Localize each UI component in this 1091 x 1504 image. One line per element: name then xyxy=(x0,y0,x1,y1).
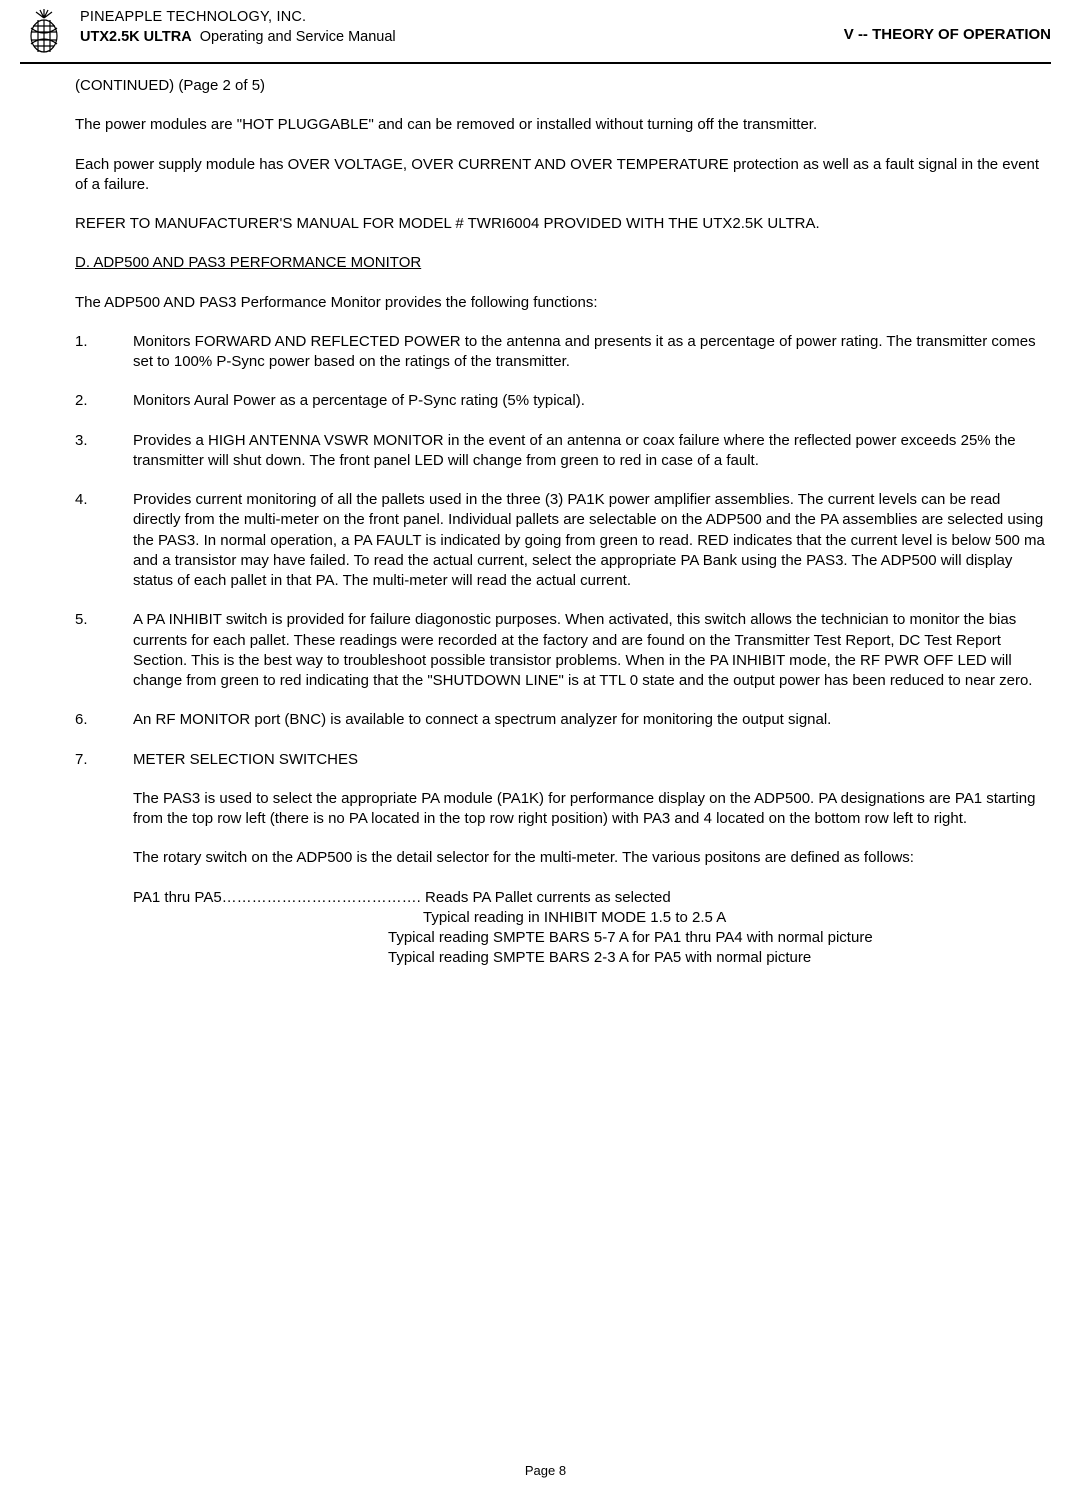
list-number: 3. xyxy=(75,431,133,472)
item7-reading-sub1: Typical reading in INHIBIT MODE 1.5 to 2… xyxy=(133,908,1046,928)
list-number: 5. xyxy=(75,610,133,691)
paragraph-refer-manual: REFER TO MANUFACTURER'S MANUAL FOR MODEL… xyxy=(75,214,1046,234)
list-number: 2. xyxy=(75,391,133,411)
pineapple-logo-icon xyxy=(20,8,68,56)
company-logo-icon xyxy=(20,8,68,56)
page-header: PINEAPPLE TECHNOLOGY, INC. UTX2.5K ULTRA… xyxy=(20,8,1051,60)
paragraph-hot-pluggable: The power modules are "HOT PLUGGABLE" an… xyxy=(75,115,1046,135)
list-item: 6. An RF MONITOR port (BNC) is available… xyxy=(75,710,1046,730)
list-item: 2. Monitors Aural Power as a percentage … xyxy=(75,391,1046,411)
page-footer: Page 8 xyxy=(0,1462,1091,1480)
item7-p2: The rotary switch on the ADP500 is the d… xyxy=(133,848,1046,868)
item7-reading-sub3: Typical reading SMPTE BARS 2-3 A for PA5… xyxy=(133,948,1046,968)
continued-label: (CONTINUED) (Page 2 of 5) xyxy=(75,76,1046,96)
list-number: 6. xyxy=(75,710,133,730)
list-item: 5. A PA INHIBIT switch is provided for f… xyxy=(75,610,1046,691)
item7-title: METER SELECTION SWITCHES xyxy=(133,750,1046,770)
list-item: 3. Provides a HIGH ANTENNA VSWR MONITOR … xyxy=(75,431,1046,472)
manual-line: UTX2.5K ULTRA Operating and Service Manu… xyxy=(80,28,396,48)
list-text: Provides current monitoring of all the p… xyxy=(133,490,1046,591)
list-item: 4. Provides current monitoring of all th… xyxy=(75,490,1046,591)
header-rule xyxy=(20,62,1051,64)
list-number: 1. xyxy=(75,332,133,373)
manual-title: Operating and Service Manual xyxy=(200,29,396,45)
list-text: Provides a HIGH ANTENNA VSWR MONITOR in … xyxy=(133,431,1046,472)
list-text: Monitors FORWARD AND REFLECTED POWER to … xyxy=(133,332,1046,373)
header-left: PINEAPPLE TECHNOLOGY, INC. UTX2.5K ULTRA… xyxy=(80,8,396,47)
item7-reading-sub2: Typical reading SMPTE BARS 5-7 A for PA1… xyxy=(133,928,1046,948)
list-text: An RF MONITOR port (BNC) is available to… xyxy=(133,710,1046,730)
section-d-intro: The ADP500 AND PAS3 Performance Monitor … xyxy=(75,293,1046,313)
numbered-list: 1. Monitors FORWARD AND REFLECTED POWER … xyxy=(75,332,1046,969)
list-text: Monitors Aural Power as a percentage of … xyxy=(133,391,1046,411)
header-text-block: PINEAPPLE TECHNOLOGY, INC. UTX2.5K ULTRA… xyxy=(80,8,1051,47)
list-text: A PA INHIBIT switch is provided for fail… xyxy=(133,610,1046,691)
paragraph-protection: Each power supply module has OVER VOLTAG… xyxy=(75,155,1046,196)
content-body: (CONTINUED) (Page 2 of 5) The power modu… xyxy=(20,76,1051,969)
list-number: 4. xyxy=(75,490,133,591)
section-d-heading: D. ADP500 AND PAS3 PERFORMANCE MONITOR xyxy=(75,253,1046,273)
page-container: PINEAPPLE TECHNOLOGY, INC. UTX2.5K ULTRA… xyxy=(0,0,1091,1504)
list-number: 7. xyxy=(75,750,133,969)
section-header: V -- THEORY OF OPERATION xyxy=(844,8,1051,45)
list-item: 1. Monitors FORWARD AND REFLECTED POWER … xyxy=(75,332,1046,373)
company-name: PINEAPPLE TECHNOLOGY, INC. xyxy=(80,8,396,28)
item7-p1: The PAS3 is used to select the appropria… xyxy=(133,789,1046,830)
product-name: UTX2.5K ULTRA xyxy=(80,29,192,45)
list-body-7: METER SELECTION SWITCHES The PAS3 is use… xyxy=(133,750,1046,969)
item7-reading-line: PA1 thru PA5…………………………………. Reads PA Pall… xyxy=(133,888,1046,908)
list-item-7: 7. METER SELECTION SWITCHES The PAS3 is … xyxy=(75,750,1046,969)
